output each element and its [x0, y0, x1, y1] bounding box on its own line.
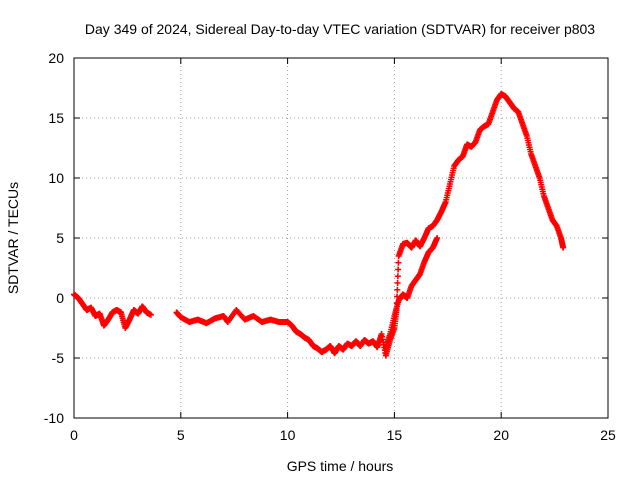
data-points — [71, 91, 567, 359]
x-tick-label: 5 — [177, 427, 185, 443]
x-axis-label: GPS time / hours — [287, 458, 394, 474]
data-point — [147, 311, 154, 318]
y-axis-ticks: -10 -5 0 5 10 15 20 — [44, 50, 608, 426]
x-tick-label: 20 — [493, 427, 509, 443]
data-point — [395, 259, 402, 266]
y-tick-label: -10 — [44, 410, 64, 426]
grid-lines — [74, 58, 608, 418]
x-tick-label: 25 — [600, 427, 616, 443]
y-tick-label: 5 — [56, 230, 64, 246]
y-tick-label: 10 — [48, 170, 64, 186]
data-point — [394, 280, 401, 286]
y-tick-label: 15 — [48, 110, 64, 126]
y-axis-label: SDTVAR / TECUs — [5, 182, 21, 294]
data-point — [394, 286, 401, 293]
y-tick-label: 20 — [48, 50, 64, 66]
x-tick-label: 15 — [387, 427, 403, 443]
y-tick-label: 0 — [56, 290, 64, 306]
x-tick-label: 10 — [280, 427, 296, 443]
y-tick-label: -5 — [52, 350, 65, 366]
x-axis-ticks: 0 5 10 15 20 25 — [70, 58, 616, 443]
data-point — [395, 266, 402, 273]
chart-title: Day 349 of 2024, Sidereal Day-to-day VTE… — [85, 21, 595, 37]
data-point — [394, 273, 401, 280]
data-point — [560, 244, 567, 251]
x-tick-label: 0 — [70, 427, 78, 443]
data-point — [434, 235, 441, 241]
